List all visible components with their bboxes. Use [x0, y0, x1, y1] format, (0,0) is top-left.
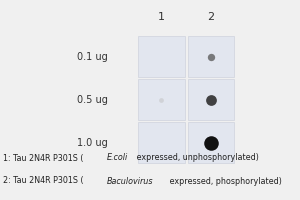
Text: 0.5 ug: 0.5 ug — [77, 95, 108, 105]
Text: E.coli: E.coli — [107, 154, 128, 162]
Bar — [188, 36, 234, 77]
Text: Baculovirus: Baculovirus — [107, 177, 153, 186]
Bar — [188, 122, 234, 163]
Point — [208, 55, 213, 58]
Text: 1: Tau 2N4R P301S (: 1: Tau 2N4R P301S ( — [3, 154, 83, 162]
Bar — [138, 122, 184, 163]
Text: 1.0 ug: 1.0 ug — [77, 138, 108, 148]
Bar — [138, 79, 184, 120]
Point — [159, 98, 164, 101]
Point — [208, 98, 213, 101]
Text: 0.1 ug: 0.1 ug — [77, 51, 108, 62]
Bar — [138, 36, 184, 77]
Text: 1: 1 — [158, 12, 165, 22]
Text: expressed, unphosphorylated): expressed, unphosphorylated) — [134, 154, 259, 162]
Bar — [188, 79, 234, 120]
Text: expressed, phosphorylated): expressed, phosphorylated) — [167, 177, 282, 186]
Point — [208, 141, 213, 144]
Text: 2: 2 — [207, 12, 214, 22]
Text: 2: Tau 2N4R P301S (: 2: Tau 2N4R P301S ( — [3, 177, 83, 186]
